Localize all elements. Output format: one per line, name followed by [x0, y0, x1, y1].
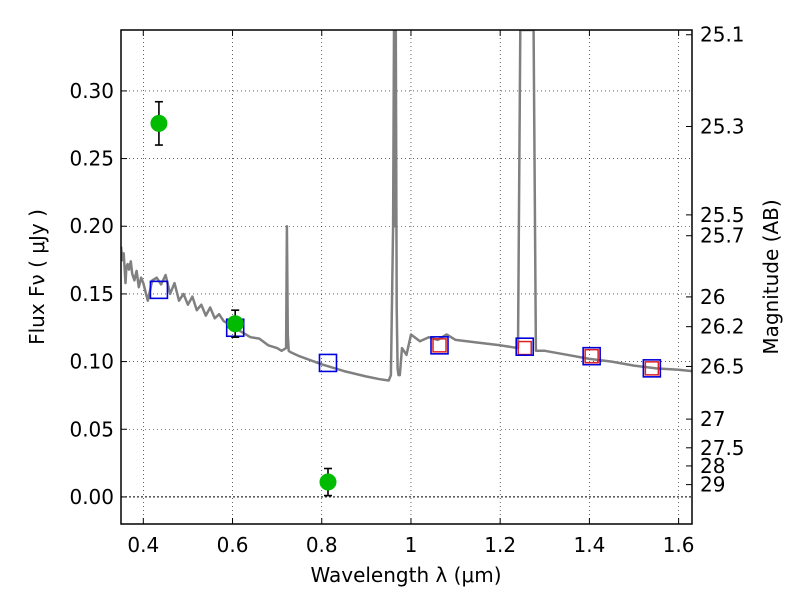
blue-square-marker — [582, 346, 601, 366]
right-tick-label: 27.5 — [700, 436, 745, 460]
x-tick-label: 0.4 — [127, 533, 159, 557]
red-square-marker — [432, 338, 447, 353]
right-tick-label: 25.1 — [700, 23, 745, 47]
right-tick-label: 25.7 — [700, 224, 745, 248]
right-tick-label: 25.5 — [700, 203, 745, 227]
y-tick-label: 0.15 — [69, 282, 114, 306]
y-tick-label: 0.20 — [69, 214, 114, 238]
observed-point — [150, 114, 168, 132]
y-axis-title: Flux Fν ( μJy ) — [25, 209, 49, 345]
plot-background — [121, 30, 692, 524]
y-tick-label: 0.00 — [69, 485, 114, 509]
tick-marks — [121, 30, 692, 524]
blue-square-marker — [642, 359, 662, 378]
right-tick-label: 26.2 — [700, 315, 745, 339]
blue-square-marker — [515, 337, 535, 357]
observed-point — [226, 315, 244, 333]
right-tick-label: 26 — [700, 285, 725, 309]
right-tick-label: 28 — [700, 454, 725, 478]
blue-square-marker — [430, 336, 449, 355]
y-tick-label: 0.10 — [69, 350, 114, 374]
x-tick-label: 0.6 — [217, 533, 249, 557]
right-tick-label: 27 — [700, 407, 725, 431]
right-tick-label: 26.5 — [700, 354, 745, 378]
y-tick-label: 0.05 — [69, 417, 114, 441]
y-axis-right-title: Magnitude (AB) — [759, 199, 783, 354]
red-square-marker — [584, 348, 599, 364]
y-tick-label: 0.25 — [69, 147, 114, 171]
x-tick-label: 1.2 — [484, 533, 516, 557]
y-tick-label: 0.30 — [69, 79, 114, 103]
points-layer — [149, 100, 662, 497]
x-tick-label: 0.8 — [306, 533, 338, 557]
red-square-marker — [644, 361, 660, 376]
x-axis-title: Wavelength λ (μm) — [310, 563, 501, 587]
observed-point — [319, 473, 337, 491]
tick-labels: 0.4 0.6 0.8 1 1.2 1.4 1.6 0.00 0.05 0.10 0.15 0.20 0… — [69, 23, 744, 557]
x-tick-label: 1.6 — [663, 533, 695, 557]
x-tick-label: 1.4 — [573, 533, 605, 557]
blue-square-marker — [149, 280, 169, 300]
right-tick-label: 29 — [700, 473, 725, 497]
x-tick-label: 1 — [405, 533, 418, 557]
right-tick-label: 25.3 — [700, 114, 745, 138]
plot-frame — [120, 29, 693, 525]
blue-square-marker — [318, 353, 338, 373]
